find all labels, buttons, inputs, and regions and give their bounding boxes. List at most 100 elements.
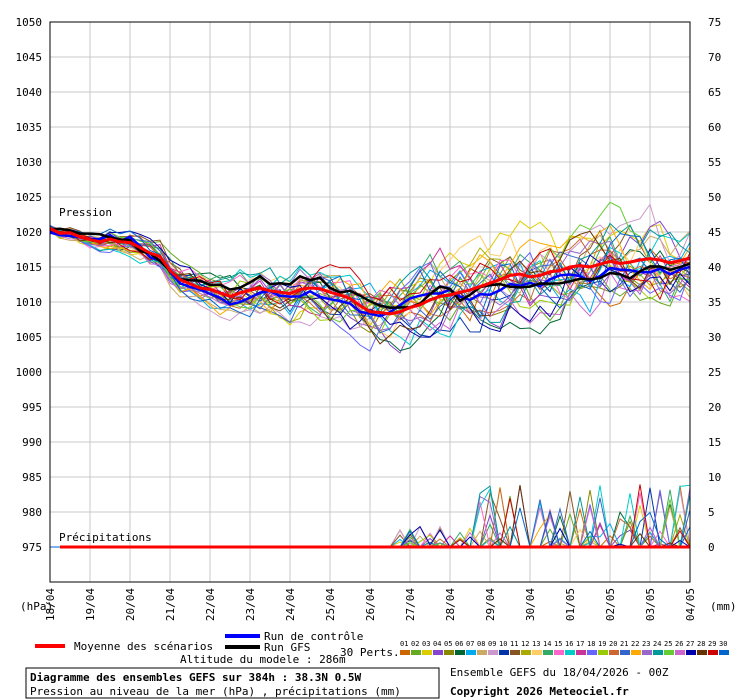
- y-right-tick-label: 65: [708, 86, 721, 99]
- pert-legend-swatch: [411, 650, 421, 655]
- pert-legend-swatch: [444, 650, 454, 655]
- pert-legend-swatch: [587, 650, 597, 655]
- chart-subtitle: Pression au niveau de la mer (hPa) , pré…: [30, 685, 401, 698]
- pert-legend-swatch: [499, 650, 509, 655]
- pert-legend-label: 03: [422, 640, 430, 648]
- y-right-tick-label: 15: [708, 436, 721, 449]
- x-tick-label: 30/04: [524, 588, 537, 621]
- pert-legend-swatch: [521, 650, 531, 655]
- pert-legend-swatch: [477, 650, 487, 655]
- pert-legend-label: 04: [433, 640, 441, 648]
- y-right-tick-label: 70: [708, 51, 721, 64]
- pert-legend-label: 11: [510, 640, 518, 648]
- y-right-axis-label: (mm): [710, 600, 737, 613]
- legend-control-label: Run de contrôle: [264, 630, 363, 643]
- pert-legend-swatch: [697, 650, 707, 655]
- pert-legend-swatch: [455, 650, 465, 655]
- pert-legend-label: 01: [400, 640, 408, 648]
- y-left-tick-label: 1045: [16, 51, 43, 64]
- pert-legend-label: 07: [466, 640, 474, 648]
- x-tick-label: 23/04: [244, 588, 257, 621]
- pert-legend-swatch: [422, 650, 432, 655]
- pert-legend-label: 17: [576, 640, 584, 648]
- pert-legend-swatch: [675, 650, 685, 655]
- pert-legend-label: 23: [642, 640, 650, 648]
- pert-legend-label: 19: [598, 640, 606, 648]
- pert-legend-label: 26: [675, 640, 683, 648]
- y-right-tick-label: 0: [708, 541, 715, 554]
- pert-legend-swatch: [543, 650, 553, 655]
- pert-legend-swatch: [664, 650, 674, 655]
- pert-legend-swatch: [433, 650, 443, 655]
- y-left-tick-label: 995: [22, 401, 42, 414]
- pert-legend-label: 08: [477, 640, 485, 648]
- y-right-tick-label: 60: [708, 121, 721, 134]
- pert-legend-swatch: [609, 650, 619, 655]
- pert-legend-swatch: [653, 650, 663, 655]
- x-tick-label: 27/04: [404, 588, 417, 621]
- y-right-tick-label: 50: [708, 191, 721, 204]
- title-box: [25, 667, 440, 699]
- pert-legend-swatch: [719, 650, 729, 655]
- y-right-tick-label: 20: [708, 401, 721, 414]
- y-right-tick-label: 35: [708, 296, 721, 309]
- pert-legend-swatch: [565, 650, 575, 655]
- x-tick-label: 02/05: [604, 588, 617, 621]
- footer: Diagramme des ensembles GEFS sur 384h : …: [25, 666, 669, 699]
- y-right-tick-label: 30: [708, 331, 721, 344]
- pert-legend-label: 18: [587, 640, 595, 648]
- pert-legend: 01 02 03 04 05 06 07 08 09 10 11 12 13 14 15 16 17 18 19 20…: [400, 640, 729, 655]
- x-tick-label: 04/05: [684, 588, 697, 621]
- pert-legend-label: 05: [444, 640, 452, 648]
- pert-legend-swatch: [554, 650, 564, 655]
- plot-frame: [49, 21, 691, 583]
- perturbation-line: [49, 230, 691, 338]
- pert-legend-swatch: [576, 650, 586, 655]
- chart-axes: 975 0 980 5 985 10 990 15 995 20 1000 25 1005 30 1010 3…: [16, 16, 722, 621]
- pert-legend-swatch: [488, 650, 498, 655]
- legend-gfs-label: Run GFS: [264, 641, 310, 654]
- perturbation-line: [49, 225, 691, 352]
- legend: Moyenne des scénarios Run de contrôle Ru…: [35, 630, 729, 666]
- pert-legend-swatch: [620, 650, 630, 655]
- chart-grid: [49, 21, 691, 582]
- y-left-tick-label: 1000: [16, 366, 43, 379]
- perturbation-line: [49, 230, 691, 334]
- main-lines: [49, 227, 691, 318]
- x-tick-label: 18/04: [44, 588, 57, 621]
- x-tick-label: 20/04: [124, 588, 137, 621]
- y-left-tick-label: 980: [22, 506, 42, 519]
- y-left-tick-label: 1020: [16, 226, 43, 239]
- pert-legend-label: 27: [686, 640, 694, 648]
- y-right-tick-label: 75: [708, 16, 721, 29]
- y-right-tick-label: 45: [708, 226, 721, 239]
- pert-legend-label: 20: [609, 640, 617, 648]
- x-tick-label: 24/04: [284, 588, 297, 621]
- pert-legend-swatch: [598, 650, 608, 655]
- y-right-tick-label: 40: [708, 261, 721, 274]
- chart-title: Diagramme des ensembles GEFS sur 384h : …: [30, 671, 362, 684]
- pert-legend-label: 09: [488, 640, 496, 648]
- x-tick-label: 26/04: [364, 588, 377, 621]
- perturbation-line: [49, 225, 691, 320]
- y-left-tick-label: 1015: [16, 261, 43, 274]
- y-left-tick-label: 990: [22, 436, 42, 449]
- y-left-tick-label: 1010: [16, 296, 43, 309]
- chart-labels: Pression Précipitations (hPa) (mm): [20, 206, 737, 613]
- y-right-tick-label: 25: [708, 366, 721, 379]
- ensemble-label: Ensemble GEFS du 18/04/2026 - 00Z: [450, 666, 669, 679]
- y-left-tick-label: 1050: [16, 16, 43, 29]
- pert-legend-label: 14: [543, 640, 551, 648]
- pert-legend-label: 13: [532, 640, 540, 648]
- pert-legend-label: 28: [697, 640, 705, 648]
- pert-legend-label: 06: [455, 640, 463, 648]
- y-left-tick-label: 985: [22, 471, 42, 484]
- perturbation-line: [49, 201, 691, 323]
- y-left-tick-label: 1040: [16, 86, 43, 99]
- y-left-tick-label: 1030: [16, 156, 43, 169]
- precip-annotation: Précipitations: [59, 531, 152, 544]
- pert-legend-label: 22: [631, 640, 639, 648]
- y-left-tick-label: 975: [22, 541, 42, 554]
- mean-line: [49, 227, 691, 316]
